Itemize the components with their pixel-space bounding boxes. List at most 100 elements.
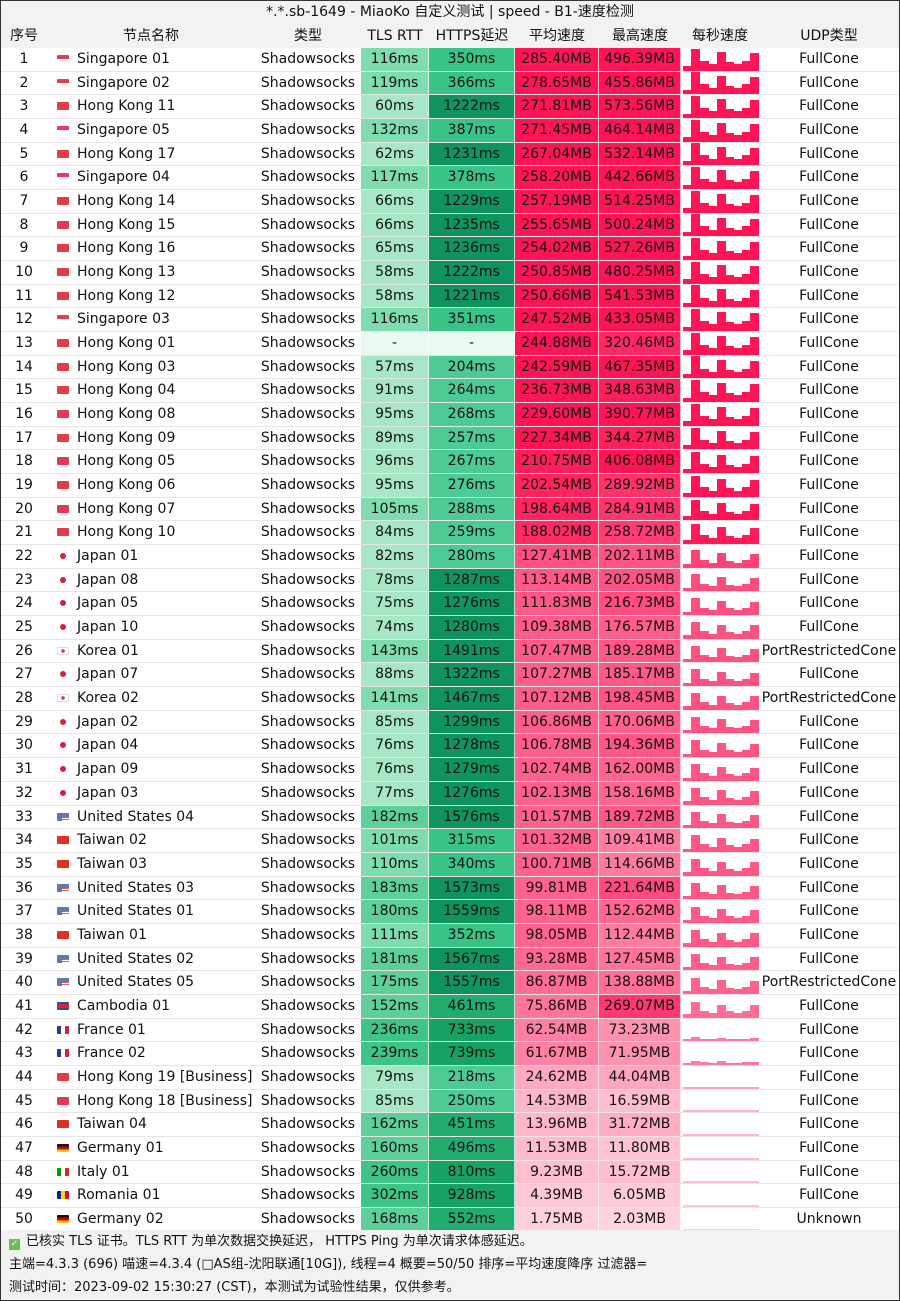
table-row[interactable]: 3 Hong Kong 11 Shadowsocks 60ms 1222ms 271.81… <box>1 95 899 120</box>
node-type: Shadowsocks <box>260 808 356 825</box>
sparkline-bar <box>683 1204 692 1207</box>
table-row[interactable]: 31 Japan 09 Shadowsocks 76ms 1279ms 102.74MB 1… <box>1 758 899 782</box>
table-row[interactable]: 4 Singapore 05 Shadowsocks 132ms 387ms 271.45… <box>1 119 899 143</box>
table-row[interactable]: 16 Hong Kong 08 Shadowsocks 95ms 268ms 229.60… <box>1 403 899 427</box>
avg-speed: 14.53MB <box>515 1089 599 1113</box>
node-name-cell: Japan 09 <box>47 758 255 781</box>
table-row[interactable]: 41 Cambodia 01 Shadowsocks 152ms 461ms 75.86M… <box>1 994 899 1019</box>
table-row[interactable]: 38 Taiwan 01 Shadowsocks 111ms 352ms 98.05MB 1… <box>1 923 899 948</box>
table-row[interactable]: 22 Japan 01 Shadowsocks 82ms 280ms 127.41MB 20… <box>1 545 899 569</box>
flag-tw-icon <box>57 836 69 845</box>
table-row[interactable]: 37 United States 01 Shadowsocks 180ms 1559ms… <box>1 900 899 924</box>
table-row[interactable]: 47 Germany 01 Shadowsocks 160ms 496ms 11.53MB… <box>1 1136 899 1161</box>
sparkline-bar <box>708 538 718 545</box>
table-row[interactable]: 20 Hong Kong 07 Shadowsocks 105ms 288ms 198.6… <box>1 497 899 522</box>
sparkline-bar <box>733 941 743 947</box>
sparkline-bar <box>691 716 701 734</box>
table-row[interactable]: 27 Japan 07 Shadowsocks 88ms 1322ms 107.27MB 1… <box>1 663 899 688</box>
table-row[interactable]: 23 Japan 08 Shadowsocks 78ms 1287ms 113.14MB 2… <box>1 568 899 593</box>
tls-rtt: 79ms <box>361 1065 429 1089</box>
https-latency: 350ms <box>429 48 515 71</box>
node-name-cell: United States 05 <box>47 971 255 994</box>
table-row[interactable]: 48 Italy 01 Shadowsocks 260ms 810ms 9.23MB 15.… <box>1 1160 899 1185</box>
node-name: Korea 01 <box>77 642 139 659</box>
node-type: Shadowsocks <box>260 926 356 943</box>
sparkline-bar <box>725 227 734 237</box>
sparkline-bar <box>733 799 743 805</box>
sparkline-bar <box>733 466 743 474</box>
per-second-speed-sparkline <box>681 214 759 237</box>
table-row[interactable]: 40 United States 05 Shadowsocks 175ms 1557ms… <box>1 971 899 995</box>
sparkline-bar <box>683 445 692 450</box>
table-row[interactable]: 11 Hong Kong 12 Shadowsocks 58ms 1221ms 250.6… <box>1 284 899 309</box>
table-row[interactable]: 43 France 02 Shadowsocks 239ms 739ms 61.67MB 7… <box>1 1042 899 1066</box>
per-second-speed-sparkline <box>681 166 759 190</box>
per-second-speed-sparkline <box>681 403 759 426</box>
tls-rtt: 95ms <box>361 403 429 426</box>
https-latency: 267ms <box>429 450 515 474</box>
table-row[interactable]: 30 Japan 04 Shadowsocks 76ms 1278ms 106.78MB 1… <box>1 734 899 759</box>
table-row[interactable]: 25 Japan 10 Shadowsocks 74ms 1280ms 109.38MB 1… <box>1 616 899 640</box>
flag-hk-icon <box>57 220 69 229</box>
table-row[interactable]: 12 Singapore 03 Shadowsocks 116ms 351ms 247.5… <box>1 308 899 333</box>
per-second-speed-sparkline <box>681 379 759 403</box>
table-row[interactable]: 28 Korea 02 Shadowsocks 141ms 1467ms 107.12MB… <box>1 687 899 711</box>
table-row[interactable]: 39 United States 02 Shadowsocks 181ms 1567ms… <box>1 947 899 972</box>
table-row[interactable]: 5 Hong Kong 17 Shadowsocks 62ms 1231ms 267.04… <box>1 142 899 167</box>
sparkline-bar <box>683 919 692 923</box>
table-row[interactable]: 18 Hong Kong 05 Shadowsocks 96ms 267ms 210.75… <box>1 450 899 475</box>
table-row[interactable]: 10 Hong Kong 13 Shadowsocks 58ms 1222ms 250.8… <box>1 261 899 285</box>
node-name: Romania 01 <box>77 1187 161 1204</box>
table-row[interactable]: 7 Hong Kong 14 Shadowsocks 66ms 1229ms 257.19… <box>1 190 899 214</box>
table-row[interactable]: 13 Hong Kong 01 Shadowsocks - -244.88MB 320.4… <box>1 332 899 356</box>
node-name: Hong Kong 04 <box>77 382 176 399</box>
sparkline-bar <box>741 844 751 852</box>
table-row[interactable]: 2 Singapore 02 Shadowsocks 119ms 366ms 278.65… <box>1 71 899 96</box>
sparkline-bar <box>733 395 743 403</box>
tls-rtt: 84ms <box>361 521 429 545</box>
table-row[interactable]: 42 France 01 Shadowsocks 236ms 733ms 62.54MB 7… <box>1 1018 899 1043</box>
table-row[interactable]: 36 United States 03 Shadowsocks 183ms 1573ms… <box>1 876 899 901</box>
flag-de-icon <box>57 1143 69 1152</box>
table-row[interactable]: 29 Japan 02 Shadowsocks 85ms 1299ms 106.86MB 1… <box>1 710 899 735</box>
table-row[interactable]: 32 Japan 03 Shadowsocks 77ms 1276ms 102.13MB 1… <box>1 781 899 806</box>
table-row[interactable]: 33 United States 04 Shadowsocks 182ms 1576ms… <box>1 805 899 830</box>
table-row[interactable]: 24 Japan 05 Shadowsocks 75ms 1276ms 111.83MB 2… <box>1 592 899 617</box>
node-name: Singapore 02 <box>77 74 170 91</box>
sparkline-bar <box>725 1133 734 1136</box>
table-row[interactable]: 14 Hong Kong 03 Shadowsocks 57ms 204ms 242.59… <box>1 355 899 380</box>
table-row[interactable]: 19 Hong Kong 06 Shadowsocks 95ms 276ms 202.54… <box>1 474 899 498</box>
sparkline-bar <box>725 845 734 852</box>
table-row[interactable]: 44 Hong Kong 19 [Business] Shadowsocks 79ms… <box>1 1065 899 1090</box>
table-row[interactable]: 1 Singapore 01 Shadowsocks 116ms 350ms 285.40… <box>1 48 899 72</box>
sparkline-bar <box>716 1004 726 1018</box>
table-row[interactable]: 6 Singapore 04 Shadowsocks 117ms 378ms 258.20… <box>1 166 899 191</box>
https-latency: 378ms <box>429 166 515 190</box>
table-row[interactable]: 15 Hong Kong 04 Shadowsocks 91ms 264ms 236.73… <box>1 379 899 404</box>
sparkline-bar <box>741 820 751 829</box>
table-row[interactable]: 21 Hong Kong 10 Shadowsocks 84ms 259ms 188.02… <box>1 521 899 546</box>
table-row[interactable]: 8 Hong Kong 15 Shadowsocks 66ms 1235ms 255.65… <box>1 213 899 238</box>
sparkline-bar <box>733 775 743 781</box>
sparkline-bar <box>733 87 743 95</box>
row-index: 25 <box>15 619 33 636</box>
table-row[interactable]: 45 Hong Kong 18 [Business] Shadowsocks 85ms… <box>1 1089 899 1114</box>
sparkline-bar <box>733 1039 743 1042</box>
sparkline-bar <box>716 861 726 876</box>
table-row[interactable]: 49 Romania 01 Shadowsocks 302ms 928ms 4.39MB 6… <box>1 1184 899 1208</box>
table-row[interactable]: 50 Germany 02 Shadowsocks 168ms 552ms 1.75MB 2… <box>1 1207 899 1232</box>
sparkline-bar <box>716 502 726 521</box>
sparkline-bar <box>708 182 718 190</box>
sparkline-bar <box>683 492 692 497</box>
udp-type: FullCone <box>799 264 859 281</box>
table-row[interactable]: 9 Hong Kong 16 Shadowsocks 65ms 1236ms 254.02… <box>1 237 899 262</box>
table-row[interactable]: 46 Taiwan 04 Shadowsocks 162ms 451ms 13.96MB 3… <box>1 1113 899 1137</box>
sparkline-bar <box>691 380 701 403</box>
sparkline-bar <box>683 588 692 592</box>
sparkline-bar <box>699 773 709 781</box>
table-row[interactable]: 34 Taiwan 02 Shadowsocks 101ms 315ms 101.32MB… <box>1 829 899 853</box>
table-row[interactable]: 17 Hong Kong 09 Shadowsocks 89ms 257ms 227.34… <box>1 426 899 451</box>
table-row[interactable]: 26 Korea 01 Shadowsocks 143ms 1491ms 107.47MB… <box>1 639 899 664</box>
table-row[interactable]: 35 Taiwan 03 Shadowsocks 110ms 340ms 100.71MB… <box>1 852 899 877</box>
row-index: 23 <box>15 571 33 588</box>
